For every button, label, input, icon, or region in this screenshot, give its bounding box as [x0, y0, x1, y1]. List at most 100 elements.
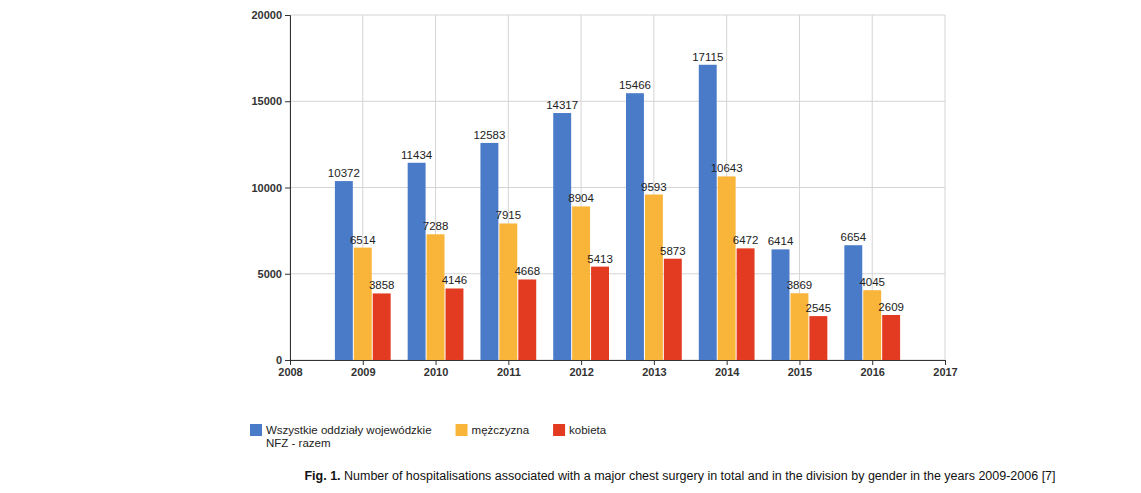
- bar: [737, 248, 755, 360]
- bar: [844, 245, 862, 360]
- data-label: 12583: [473, 129, 505, 141]
- data-label: 4045: [859, 276, 885, 288]
- tick-mark: [285, 360, 290, 361]
- grid-line-y: [290, 15, 945, 16]
- bar: [664, 259, 682, 360]
- legend-swatch: [456, 424, 468, 436]
- tick-label: 0: [276, 354, 282, 366]
- tick-label: 2015: [788, 366, 812, 378]
- legend-swatch: [553, 424, 565, 436]
- data-label: 2609: [878, 301, 904, 313]
- tick: 2009: [351, 360, 375, 378]
- legend-label: mężczyzna: [472, 424, 530, 436]
- tick-mark: [290, 360, 291, 365]
- tick-label: 2008: [278, 366, 302, 378]
- legend-label: kobieta: [569, 424, 607, 436]
- tick-label: 10000: [251, 182, 282, 194]
- tick: 2010: [424, 360, 448, 378]
- bar: [499, 223, 517, 360]
- tick-mark: [872, 360, 873, 365]
- tick-label: 2017: [933, 366, 957, 378]
- tick-mark: [727, 360, 728, 365]
- tick-label: 2010: [424, 366, 448, 378]
- tick-label: 20000: [251, 9, 282, 21]
- data-label: 6654: [841, 231, 867, 243]
- tick: 2015: [788, 360, 812, 378]
- bar: [408, 163, 426, 360]
- data-label: 4668: [514, 265, 540, 277]
- bar: [626, 93, 644, 360]
- data-label: 6514: [350, 234, 376, 246]
- bar: [772, 249, 790, 360]
- data-label: 14317: [546, 99, 578, 111]
- y-axis: 0 5000 10000 15000 20000: [251, 9, 290, 366]
- legend-swatch: [250, 424, 262, 436]
- data-label: 6472: [733, 234, 759, 246]
- bar: [718, 176, 736, 360]
- tick: 2013: [642, 360, 666, 378]
- tick-label: 2014: [715, 366, 740, 378]
- tick: 0: [276, 354, 290, 366]
- data-label: 2545: [806, 302, 832, 314]
- tick-mark: [363, 360, 364, 365]
- tick-mark: [581, 360, 582, 365]
- data-label: 11434: [401, 149, 433, 161]
- data-label: 9593: [641, 181, 667, 193]
- tick-mark: [285, 15, 290, 16]
- axis-line: [285, 16, 291, 361]
- tick-mark: [436, 360, 437, 365]
- data-label: 3858: [369, 279, 395, 291]
- data-label: 8904: [568, 192, 594, 204]
- tick: 15000: [251, 95, 290, 107]
- data-label: 7288: [423, 220, 449, 232]
- tick-mark: [799, 360, 800, 365]
- bar: [373, 293, 391, 360]
- tick: 2011: [497, 360, 521, 378]
- bar: [427, 234, 445, 360]
- chart: 1037211434125831431715466171156414665465…: [0, 0, 1141, 493]
- tick-label: 2009: [351, 366, 375, 378]
- caption: Fig. 1. Number of hospitalisations assoc…: [304, 469, 1055, 483]
- data-labels: 1037211434125831431715466171156414665465…: [328, 51, 904, 314]
- bar: [882, 315, 900, 360]
- tick-label: 2016: [860, 366, 884, 378]
- tick-mark: [285, 188, 290, 189]
- axis-line: [291, 361, 946, 366]
- data-label: 4146: [442, 274, 468, 286]
- tick-mark: [508, 360, 509, 365]
- bar: [591, 267, 609, 360]
- bar: [518, 279, 536, 360]
- bar: [354, 248, 372, 360]
- bar: [553, 113, 571, 360]
- tick: 10000: [251, 182, 290, 194]
- data-label: 6414: [768, 235, 794, 247]
- tick-mark: [285, 274, 290, 275]
- bar: [480, 143, 498, 360]
- tick-label: 2012: [569, 366, 593, 378]
- tick: 2008: [278, 360, 302, 378]
- grid-line-y: [290, 187, 945, 188]
- tick-label: 2011: [497, 366, 521, 378]
- tick: 2017: [933, 360, 957, 378]
- data-label: 10372: [328, 167, 360, 179]
- tick-label: 2013: [642, 366, 666, 378]
- tick-mark: [285, 101, 290, 102]
- tick: 2012: [569, 360, 593, 378]
- grid: [290, 15, 945, 360]
- data-label: 15466: [619, 79, 651, 91]
- legend: Wszystkie oddziały wojewódzkieNFZ - raze…: [250, 424, 607, 449]
- tick-label: 15000: [251, 95, 282, 107]
- bar: [699, 65, 717, 360]
- tick: 5000: [258, 268, 290, 280]
- bar: [335, 181, 353, 360]
- tick-label: 5000: [258, 268, 282, 280]
- tick: 20000: [251, 9, 290, 21]
- grid-line-y: [290, 101, 945, 102]
- data-label: 5873: [660, 245, 686, 257]
- bar: [809, 316, 827, 360]
- tick-mark: [654, 360, 655, 365]
- tick: 2016: [860, 360, 884, 378]
- data-label: 3869: [787, 279, 813, 291]
- bar: [572, 206, 590, 360]
- x-axis: 2008 2009 2010 2011 2012 2013 2014 2015 2016 2017: [278, 360, 957, 378]
